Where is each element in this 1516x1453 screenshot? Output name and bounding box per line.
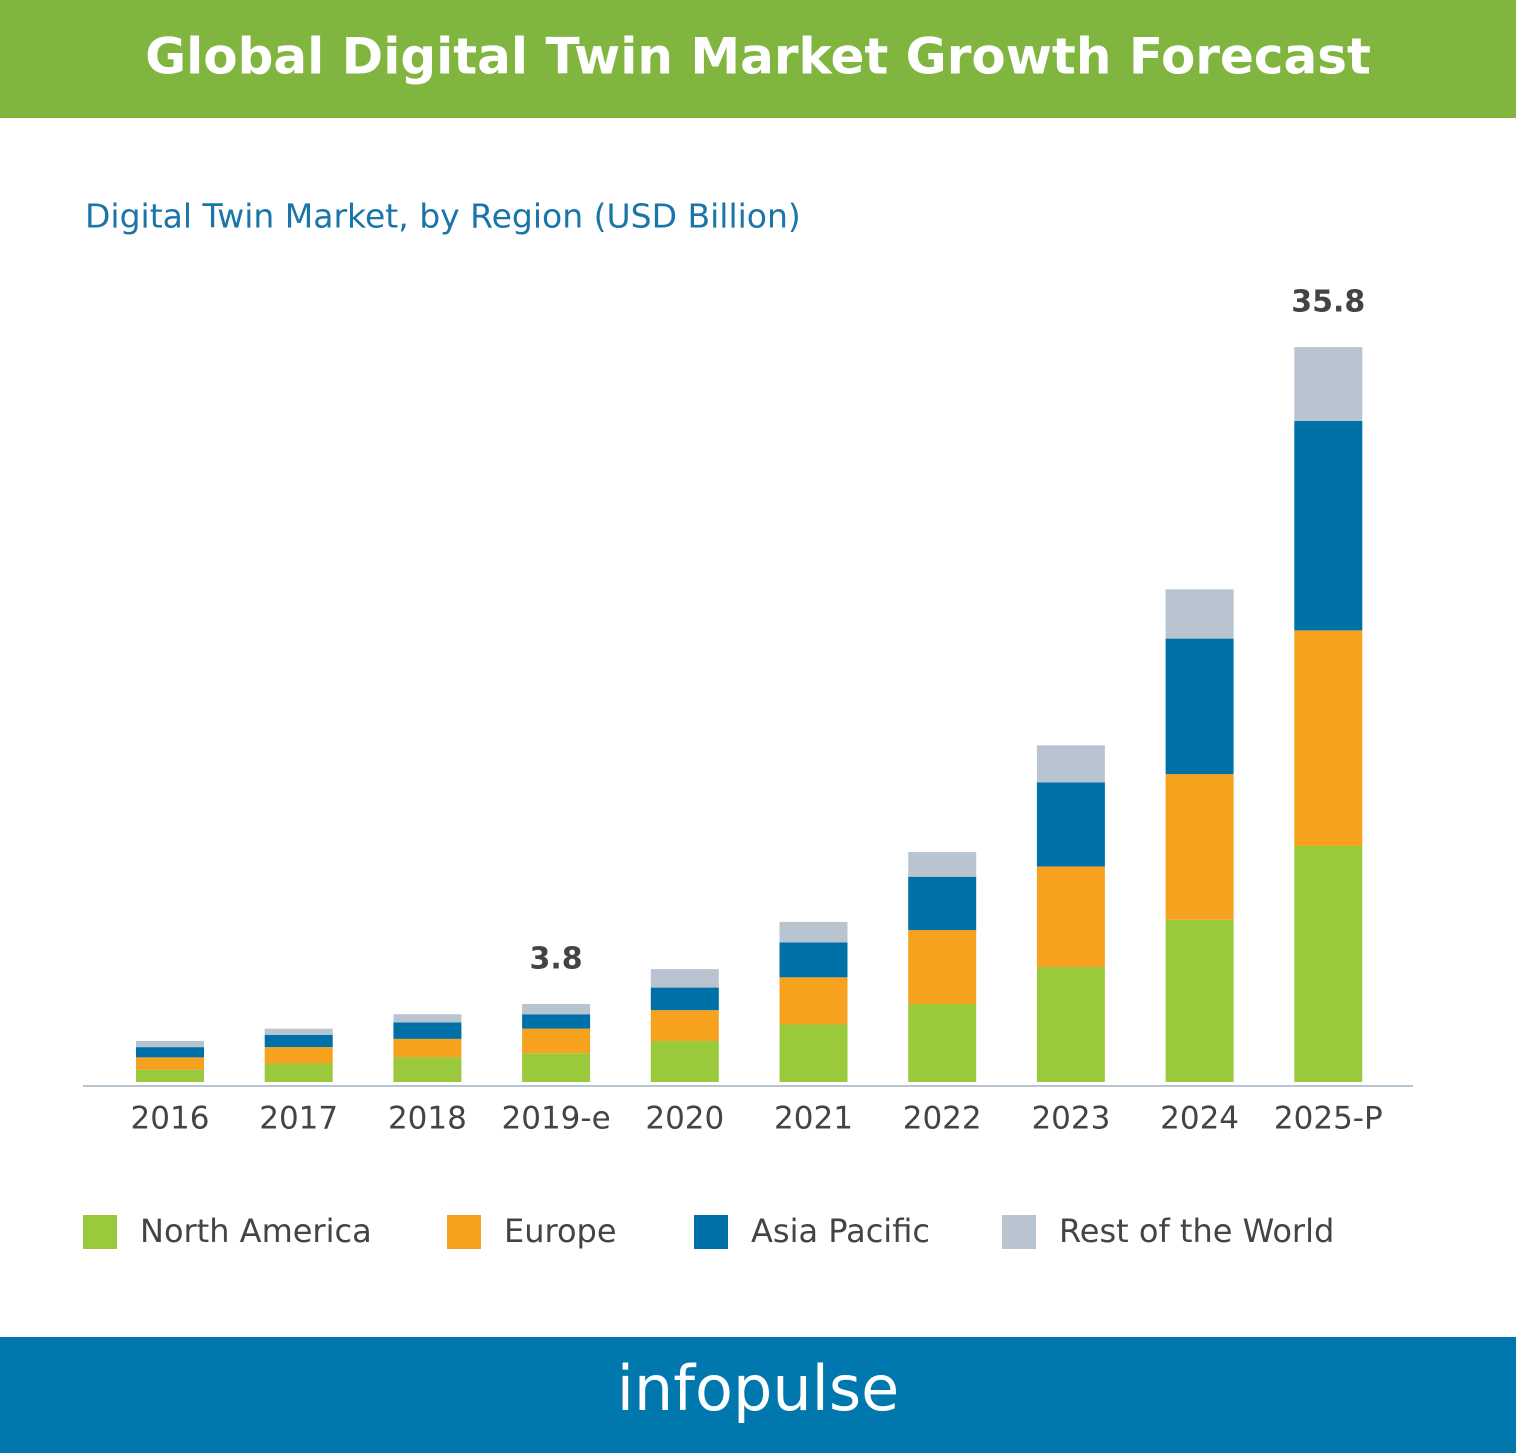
bar-segment: [393, 1057, 462, 1082]
total-label: 3.8: [530, 941, 583, 976]
bar-segment: [264, 1028, 333, 1035]
legend-label: Rest of the World: [1059, 1212, 1334, 1250]
bar-segment: [393, 1022, 462, 1039]
bar-segment: [522, 1053, 591, 1082]
bar-segment: [1036, 782, 1105, 867]
bar-segment: [1165, 774, 1234, 920]
bar-segment: [522, 1014, 591, 1029]
x-tick-label: 2019-e: [502, 1101, 611, 1137]
bar-segment: [779, 1024, 848, 1082]
bar-segment: [136, 1047, 204, 1058]
bar-segment: [1036, 866, 1105, 968]
chart-subtitle: Digital Twin Market, by Region (USD Bill…: [85, 197, 801, 236]
legend-label: Europe: [504, 1212, 617, 1250]
x-tick-label: 2018: [388, 1101, 467, 1137]
bar-segment: [522, 1003, 591, 1015]
x-tick-label: 2021: [774, 1101, 853, 1137]
bar-segment: [1294, 421, 1363, 631]
x-tick-label: 2022: [903, 1101, 982, 1137]
bar-segment: [1165, 638, 1234, 775]
x-tick-label: 2020: [645, 1101, 724, 1137]
bar-segment: [393, 1038, 462, 1058]
legend-swatch: [1002, 1215, 1036, 1249]
bar-segment: [264, 1047, 333, 1064]
x-tick-label: 2024: [1160, 1101, 1239, 1137]
legend-label: North America: [140, 1212, 372, 1250]
bar-segment: [1036, 745, 1105, 783]
bar-segment: [650, 1010, 719, 1041]
bar-segment: [650, 1040, 719, 1082]
x-tick-label: 2025-P: [1274, 1101, 1383, 1137]
bar-segment: [1165, 919, 1234, 1082]
legend-swatch: [694, 1215, 728, 1249]
chart-title: Global Digital Twin Market Growth Foreca…: [145, 28, 1371, 86]
bar-segment: [136, 1069, 204, 1082]
bar-segment: [650, 969, 719, 988]
total-label: 35.8: [1291, 285, 1365, 320]
bar-segment: [264, 1034, 333, 1048]
bar-segment: [908, 876, 977, 931]
bar-segment: [1165, 589, 1234, 639]
bar-segment: [1294, 630, 1363, 846]
bar-segment: [1294, 845, 1363, 1082]
legend-swatch: [447, 1215, 481, 1249]
bar-segment: [136, 1057, 204, 1070]
legend-label: Asia Pacific: [751, 1212, 930, 1250]
bar-segment: [264, 1063, 333, 1082]
bar-segment: [522, 1028, 591, 1054]
bar-segment: [779, 942, 848, 978]
x-tick-label: 2023: [1031, 1101, 1110, 1137]
x-tick-label: 2016: [131, 1101, 210, 1137]
brand-logo: infopulse: [617, 1352, 900, 1425]
x-tick-label: 2017: [259, 1101, 338, 1137]
bar-segment: [136, 1040, 204, 1048]
bar-segment: [1036, 967, 1105, 1082]
bar-segment: [1294, 347, 1363, 422]
bar-segment: [650, 987, 719, 1011]
bar-segment: [908, 930, 977, 1004]
bar-segment: [908, 852, 977, 877]
bar-segment: [779, 921, 848, 943]
footer-band: [0, 1337, 1516, 1453]
legend-swatch: [83, 1215, 117, 1249]
bar-segment: [779, 977, 848, 1025]
bar-segment: [393, 1014, 462, 1023]
bar-segment: [908, 1003, 977, 1082]
header-band: [0, 0, 1516, 118]
